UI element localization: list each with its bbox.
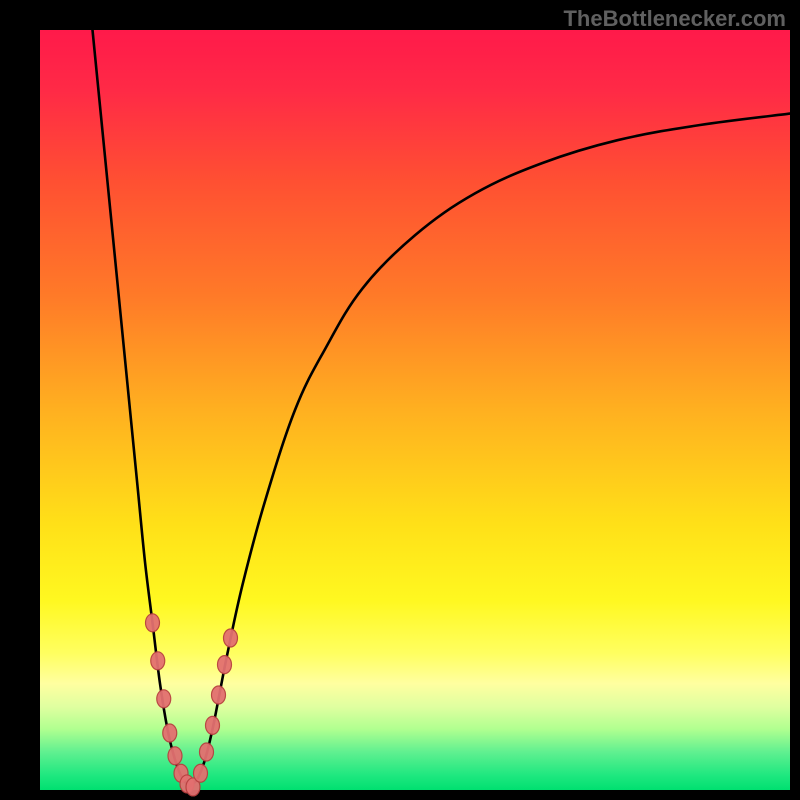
data-marker — [146, 614, 160, 632]
attribution-text: TheBottlenecker.com — [563, 6, 786, 32]
data-marker — [151, 652, 165, 670]
data-marker — [200, 743, 214, 761]
curve-right — [190, 114, 790, 787]
curve-left — [93, 30, 191, 786]
plot-area — [40, 30, 790, 790]
data-marker — [206, 716, 220, 734]
markers-right — [194, 629, 238, 782]
data-marker — [224, 629, 238, 647]
data-marker — [194, 764, 208, 782]
data-marker — [212, 686, 226, 704]
data-marker — [163, 724, 177, 742]
data-marker — [218, 656, 232, 674]
data-marker — [157, 690, 171, 708]
data-marker — [168, 747, 182, 765]
curve-layer — [40, 30, 790, 790]
